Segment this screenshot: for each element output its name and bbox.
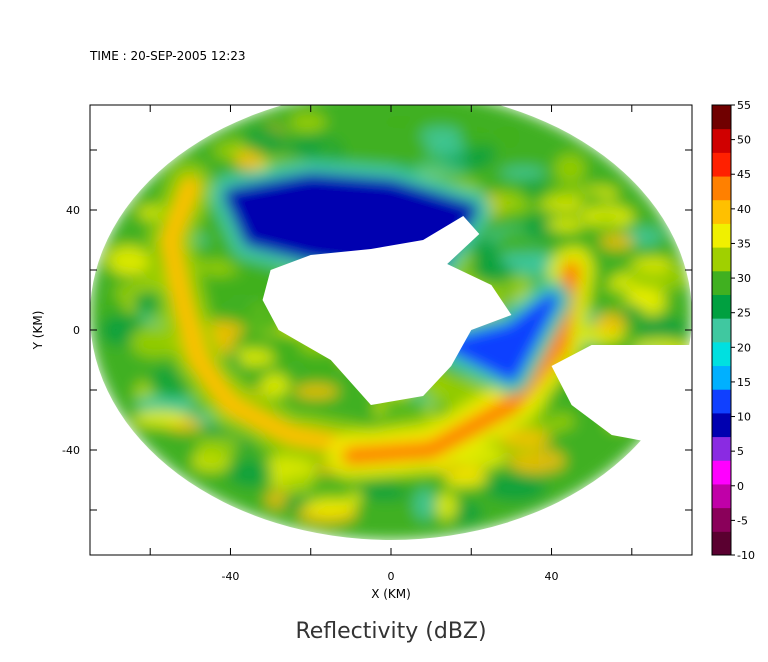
colorbar-tick-label: 5	[737, 445, 744, 458]
colorbar-segment	[712, 270, 731, 295]
echo-cell	[425, 141, 467, 157]
echo-cell	[270, 332, 298, 364]
echo-cell	[599, 234, 635, 250]
colorbar-segment	[712, 105, 731, 130]
echo-cell	[500, 166, 547, 179]
colorbar-tick-label: 25	[737, 307, 751, 320]
colorbar-tick-label: 35	[737, 237, 751, 250]
colorbar-segment	[712, 436, 731, 461]
echo-cell	[133, 410, 187, 428]
colorbar-tick-label: 40	[737, 203, 751, 216]
outside-range-mask	[90, 105, 692, 555]
echo-cell	[195, 436, 241, 455]
x-axis-ticks: -40 0 40	[149, 105, 633, 583]
y-axis-label: Y (KM)	[31, 311, 45, 351]
echo-cell	[596, 214, 617, 231]
rainband-core	[341, 261, 581, 465]
colorbar-segment	[712, 176, 731, 201]
echo-cell	[316, 144, 338, 158]
east-no-echo	[551, 345, 692, 450]
colorbar-tick-label: 10	[737, 411, 751, 424]
echo-cell	[413, 488, 436, 520]
echo-cell	[198, 455, 229, 466]
echo-cell	[473, 262, 516, 284]
colorbar-segment	[712, 294, 731, 319]
weak-echo-core	[444, 293, 559, 382]
echo-cell	[484, 474, 547, 502]
colorbar-segment	[712, 223, 731, 248]
colorbar-segment	[712, 483, 731, 509]
echo-cell	[260, 373, 290, 398]
y-tick-label: 0	[73, 324, 80, 337]
colorbar-tick-label: 45	[737, 168, 751, 181]
echo-cell	[495, 229, 533, 255]
echo-cell	[381, 115, 423, 129]
colorbar-segment	[712, 507, 731, 532]
echo-cell	[235, 150, 264, 171]
echo-cell	[578, 193, 607, 208]
echo-cell	[624, 227, 663, 247]
colorbar-tick-label: -5	[737, 514, 748, 527]
colorbar-segment	[712, 247, 731, 272]
echo-cell	[439, 471, 488, 487]
colorbar-tick-label: 50	[737, 134, 751, 147]
echo-cell	[419, 127, 463, 144]
chart-title: Reflectivity (dBZ)	[295, 619, 486, 644]
colorbar-tick-label: -10	[737, 549, 755, 562]
echo-cell	[589, 288, 632, 303]
y-tick-label: 40	[66, 204, 80, 217]
colorbar-tick-label: 20	[737, 341, 751, 354]
colorbar-segment	[712, 531, 731, 556]
echo-cell	[196, 278, 236, 303]
echo-cell	[546, 217, 585, 232]
y-axis-ticks: 40 0 -40	[62, 149, 692, 511]
echo-cell	[619, 305, 647, 320]
colorbar-segment	[712, 128, 731, 153]
echo-cell	[630, 257, 674, 270]
y-tick-label: -40	[62, 444, 80, 457]
colorbar-segment	[712, 341, 731, 367]
echo-cell	[521, 181, 549, 194]
echo-cell	[310, 472, 354, 504]
x-tick-label: -40	[221, 570, 239, 583]
echo-cell	[638, 290, 667, 317]
time-label: TIME : 20-SEP-2005 12:23	[89, 49, 246, 63]
no-echo-mask	[90, 105, 692, 555]
colorbar-frame	[711, 104, 732, 556]
echo-cell	[135, 394, 197, 411]
x-tick-label: 0	[388, 570, 395, 583]
colorbar-tick-label: 0	[737, 480, 744, 493]
colorbar-segment	[712, 199, 731, 224]
colorbar-tick-label: 30	[737, 272, 751, 285]
echo-cell	[554, 153, 586, 184]
colorbar-segment	[712, 152, 731, 177]
x-tick-label: 40	[545, 570, 559, 583]
colorbar-segment	[712, 389, 731, 414]
colorbar-segment	[712, 460, 731, 485]
x-axis-label: X (KM)	[371, 587, 411, 601]
echo-cell	[304, 498, 355, 516]
colorbar-tick-label: 15	[737, 376, 751, 389]
colorbar-tick-label: 55	[737, 99, 751, 112]
echo-cell	[106, 245, 150, 276]
colorbar-segment	[712, 365, 731, 390]
colorbar-segment	[712, 318, 731, 343]
echo-cell	[499, 430, 552, 448]
echo-cell	[435, 492, 458, 522]
eye-no-echo	[262, 216, 512, 405]
echo-cell	[293, 384, 339, 399]
echo-cell	[636, 315, 687, 345]
echo-cell	[412, 163, 470, 174]
echo-cell	[289, 112, 327, 133]
echo-cell	[594, 312, 627, 333]
colorbar-segment	[712, 412, 731, 438]
echo-cell	[481, 197, 532, 214]
echo-cell	[228, 459, 273, 487]
echo-cell	[495, 125, 521, 149]
plot-area	[90, 105, 692, 555]
